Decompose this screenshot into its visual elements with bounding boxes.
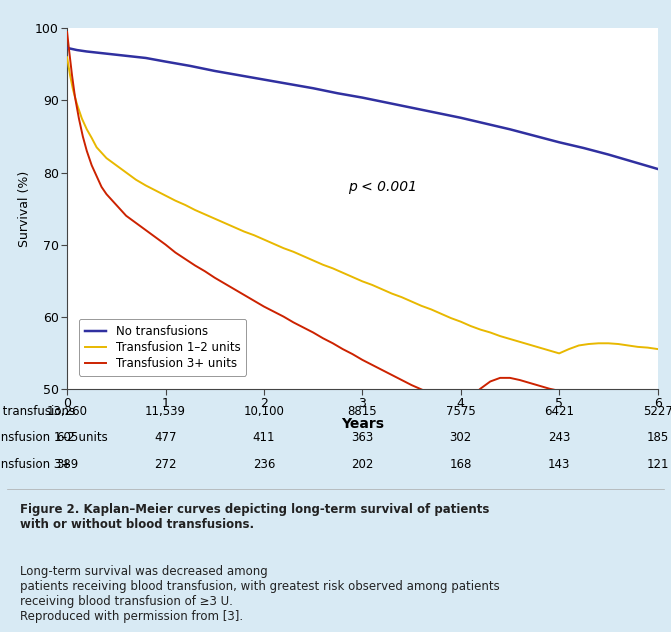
Text: 185: 185 (646, 431, 669, 444)
Text: Transfusion 1–2 units: Transfusion 1–2 units (0, 431, 108, 444)
Text: 363: 363 (351, 431, 374, 444)
Text: Figure 2. Kaplan–Meier curves depicting long-term survival of patients
with or w: Figure 2. Kaplan–Meier curves depicting … (20, 503, 490, 532)
Text: 7575: 7575 (446, 405, 476, 418)
Text: 13,260: 13,260 (46, 405, 88, 418)
Text: Transfusion 3+: Transfusion 3+ (0, 458, 72, 471)
Text: 8815: 8815 (348, 405, 377, 418)
Text: 477: 477 (154, 431, 176, 444)
Text: 6421: 6421 (544, 405, 574, 418)
Text: 389: 389 (56, 458, 79, 471)
Text: 202: 202 (351, 458, 374, 471)
Text: 302: 302 (450, 431, 472, 444)
Text: p < 0.001: p < 0.001 (348, 179, 417, 193)
Text: 143: 143 (548, 458, 570, 471)
Text: 121: 121 (646, 458, 669, 471)
Text: 11,539: 11,539 (145, 405, 186, 418)
Text: 236: 236 (253, 458, 275, 471)
Text: 5227: 5227 (643, 405, 671, 418)
Legend: No transfusions, Transfusion 1–2 units, Transfusion 3+ units: No transfusions, Transfusion 1–2 units, … (79, 319, 246, 375)
Text: Long-term survival was decreased among
patients receiving blood transfusion, wit: Long-term survival was decreased among p… (20, 564, 500, 623)
Text: 10,100: 10,100 (244, 405, 285, 418)
Text: 168: 168 (450, 458, 472, 471)
Y-axis label: Survival (%): Survival (%) (17, 171, 31, 246)
X-axis label: Years: Years (341, 417, 384, 431)
Text: 272: 272 (154, 458, 176, 471)
Text: 411: 411 (253, 431, 275, 444)
Text: 243: 243 (548, 431, 570, 444)
Text: No transfusions: No transfusions (0, 405, 76, 418)
Text: 605: 605 (56, 431, 79, 444)
